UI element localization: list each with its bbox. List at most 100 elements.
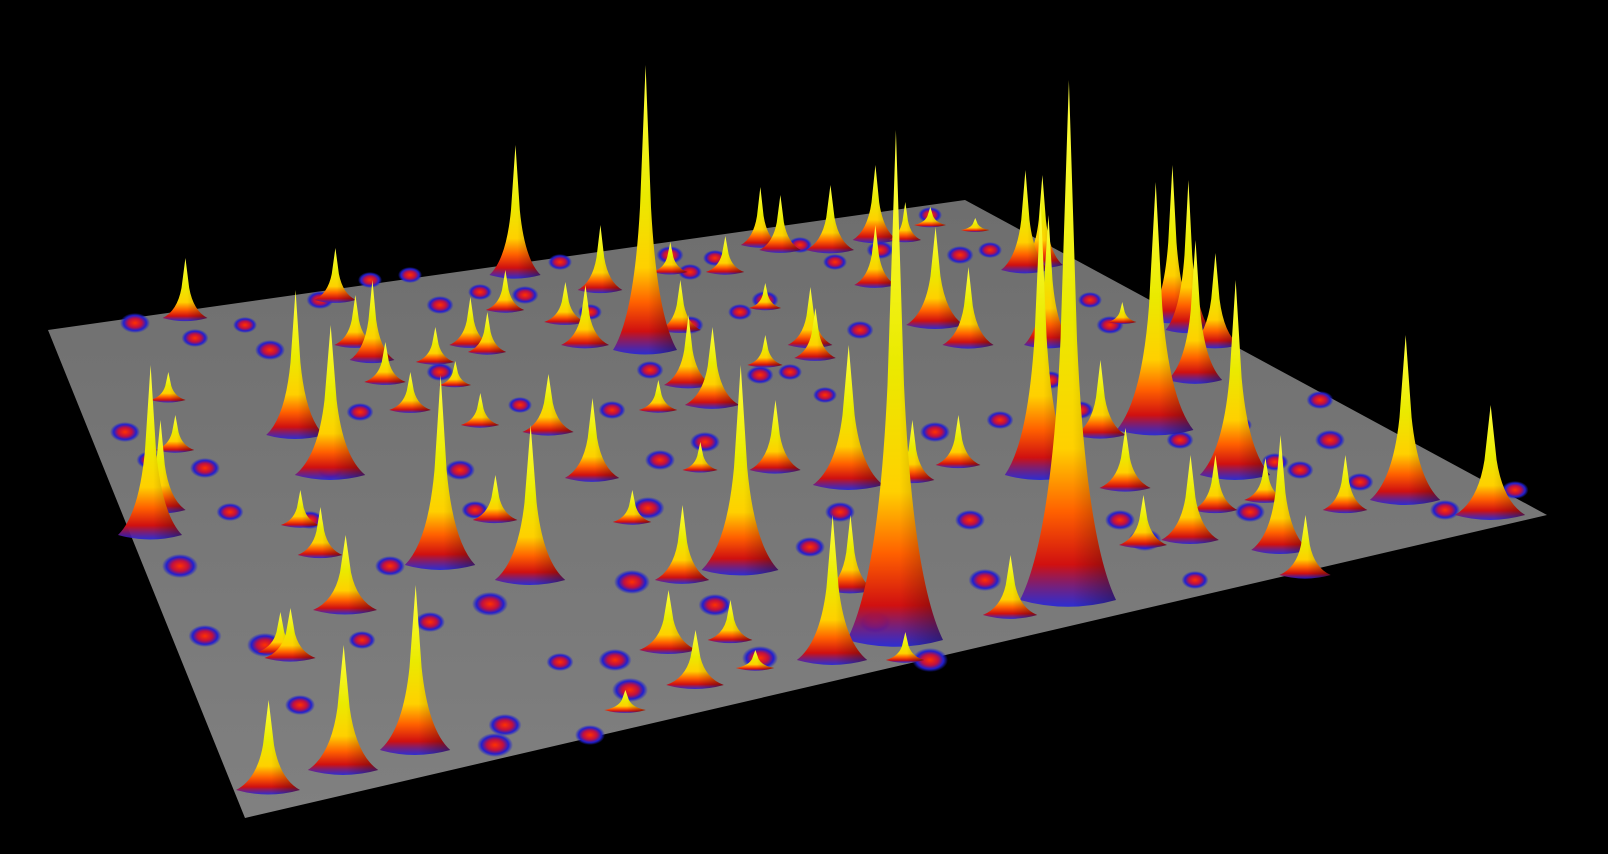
peak <box>280 490 320 528</box>
peak-shade <box>682 442 718 473</box>
peak-shade <box>612 490 652 525</box>
peak <box>1244 458 1286 503</box>
peak-shade <box>314 248 356 303</box>
surface-bump <box>548 254 572 270</box>
peak <box>1279 515 1331 579</box>
surface-bump <box>1181 571 1209 589</box>
peak-shade <box>404 375 476 570</box>
peak-shade <box>935 415 981 469</box>
peak <box>889 420 935 484</box>
peak-shade <box>659 280 701 333</box>
surface-bump <box>216 503 244 521</box>
peak-shade <box>1074 360 1126 439</box>
peak-shade <box>1119 495 1167 549</box>
surface-bump <box>285 695 315 715</box>
peak <box>701 365 779 576</box>
peak <box>134 420 186 514</box>
peak-shade <box>806 185 854 254</box>
peak <box>942 267 994 349</box>
surface-bump <box>1235 502 1265 522</box>
surface-bump <box>1315 430 1345 450</box>
peak-shade <box>664 315 712 389</box>
peak-shade <box>297 507 343 559</box>
peak <box>705 236 745 275</box>
peak-shade <box>334 295 376 348</box>
surface-bump <box>346 403 374 421</box>
peak-shade <box>942 267 994 349</box>
peak-shade <box>1099 428 1151 492</box>
peak-shade <box>1024 215 1072 349</box>
peak <box>794 308 836 361</box>
peak-shade <box>564 398 620 482</box>
peak-shade <box>485 270 525 313</box>
peak-shade <box>701 365 779 576</box>
peak <box>1161 455 1219 545</box>
peak-shade <box>749 400 801 474</box>
peak <box>759 195 801 253</box>
peak-shade <box>257 612 303 656</box>
peak-shade <box>1369 335 1441 505</box>
peak-shade <box>118 365 182 540</box>
peak-shade <box>561 285 609 349</box>
surface-bump <box>612 678 648 702</box>
surface-bump <box>426 296 454 314</box>
peak <box>1004 200 1076 480</box>
peak <box>659 280 701 333</box>
peak <box>155 415 195 453</box>
peak <box>1165 180 1211 334</box>
peak-shade <box>666 630 724 690</box>
peak <box>906 227 964 330</box>
peak-shade <box>960 218 990 233</box>
peak <box>684 327 740 409</box>
surface-bump <box>110 422 140 442</box>
surface-bump <box>375 556 405 576</box>
surface-bump <box>120 313 150 333</box>
peak-shade <box>889 420 935 484</box>
peak-shade <box>1199 280 1271 480</box>
peak-shade <box>577 225 623 294</box>
peak-shade <box>1244 458 1286 503</box>
peak <box>1021 175 1063 268</box>
surface-bump <box>614 570 650 594</box>
peak-shade <box>906 227 964 330</box>
peak <box>489 145 541 279</box>
surface-bump <box>190 458 220 478</box>
peak <box>364 342 406 385</box>
peak-shade <box>379 585 451 755</box>
peak-shade <box>740 187 780 248</box>
peak <box>415 327 455 365</box>
peak <box>1199 280 1271 480</box>
peak-shade <box>1021 175 1063 268</box>
peak-shade <box>652 242 688 275</box>
peak <box>449 297 491 348</box>
peak-shade <box>889 202 921 243</box>
peak <box>960 218 990 233</box>
peak-shade <box>735 650 775 671</box>
surface-bump <box>233 317 257 333</box>
peak <box>847 130 943 647</box>
surface-bump <box>698 594 732 616</box>
peak-shade <box>1454 405 1526 520</box>
surface-bump <box>188 625 222 647</box>
peak <box>564 398 620 482</box>
peak <box>1148 165 1196 324</box>
peak <box>664 315 712 389</box>
peak <box>613 65 677 355</box>
peak-shade <box>796 515 868 665</box>
surface-bump <box>598 649 632 671</box>
peak-shade <box>1116 182 1194 436</box>
peak-shade <box>1279 515 1331 579</box>
peak-shade <box>544 282 586 325</box>
peak <box>467 312 507 355</box>
surface-bump <box>255 340 285 360</box>
peak <box>522 374 574 436</box>
peak <box>652 242 688 275</box>
peak-shade <box>759 195 801 253</box>
surface-bump <box>986 411 1014 429</box>
peak <box>747 335 783 368</box>
peak-shade <box>494 425 566 585</box>
peak-shade <box>914 207 946 228</box>
surface-bump <box>162 554 198 578</box>
peak-shade <box>1161 455 1219 545</box>
